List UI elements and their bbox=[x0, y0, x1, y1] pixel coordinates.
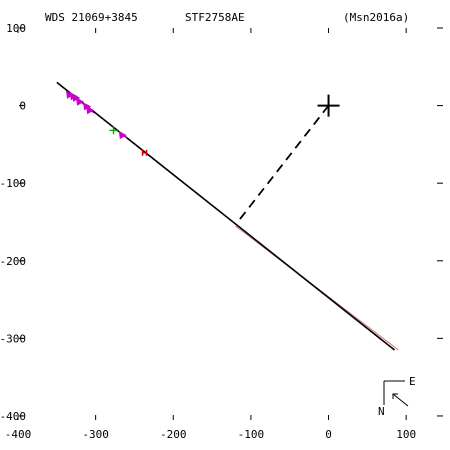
reference-label: (Msn2016a) bbox=[343, 11, 409, 24]
x-tick-label: -200 bbox=[160, 428, 187, 441]
motion-arrow-head bbox=[392, 393, 398, 399]
y-tick-label: -100 bbox=[0, 177, 26, 190]
y-tick-label: -200 bbox=[0, 255, 26, 268]
x-tick-label: 0 bbox=[325, 428, 332, 441]
observation-residual bbox=[89, 109, 95, 114]
y-tick-label: 100 bbox=[6, 22, 26, 35]
observation-residual bbox=[122, 134, 128, 139]
periastron-line bbox=[237, 105, 330, 223]
observation-points bbox=[66, 90, 148, 156]
compass-east-label: E bbox=[409, 375, 416, 388]
axes: -400 -300 -200 -100 0 100 100 0 -100 -200 -300 -400 bbox=[0, 22, 443, 441]
observation-point bbox=[109, 126, 118, 135]
compass-north-label: N bbox=[378, 405, 385, 418]
y-tick-label: -400 bbox=[0, 410, 26, 423]
x-tick-label: -400 bbox=[5, 428, 32, 441]
x-tick-label: -300 bbox=[82, 428, 109, 441]
motion-arrow-shaft bbox=[392, 393, 409, 407]
star-designation: STF2758AE bbox=[185, 11, 245, 24]
observation-point bbox=[141, 149, 148, 156]
x-tick-label: -100 bbox=[238, 428, 265, 441]
x-tick-label: 100 bbox=[396, 428, 416, 441]
wds-label: WDS 21069+3845 bbox=[45, 11, 138, 24]
compass: E N bbox=[378, 375, 416, 418]
y-tick-label: 0 bbox=[19, 100, 26, 113]
y-tick-label: -300 bbox=[0, 332, 26, 345]
